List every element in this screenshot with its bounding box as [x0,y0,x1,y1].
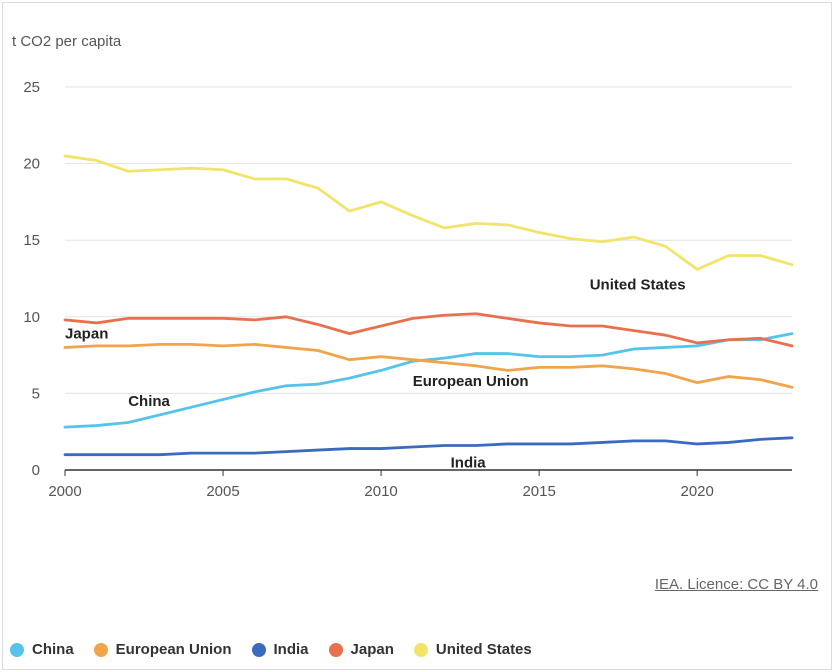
y-tick-label-25: 25 [23,79,40,96]
y-tick-label-15: 15 [23,232,40,249]
legend-item-india[interactable]: India [251,641,309,658]
x-tick-label-2010: 2010 [364,483,397,500]
series-label-china: China [128,393,170,410]
legend-swatch-united-states [413,642,428,657]
legend-swatch-japan [328,642,343,657]
legend-item-china[interactable]: China [10,641,74,658]
y-tick-label-5: 5 [32,385,40,402]
series-label-european-union: European Union [413,373,529,390]
legend-item-european-union[interactable]: European Union [93,641,232,658]
x-tick-label-2020: 2020 [680,483,713,500]
legend: China European Union India Japan United … [10,641,532,658]
series-label-india: India [451,454,487,471]
legend-swatch-china [10,642,24,657]
series-line-european-union [63,342,794,389]
y-tick-label-10: 10 [23,309,40,326]
x-tick-label-2015: 2015 [522,483,555,500]
legend-label-china: China [32,641,74,658]
legend-swatch-india [251,642,266,657]
legend-item-japan[interactable]: Japan [328,641,394,658]
legend-label-japan: Japan [350,641,394,658]
series-line-united-states [63,154,794,271]
x-tick-label-2005: 2005 [206,483,239,500]
series-label-japan: Japan [65,326,108,343]
series-line-china [63,332,794,429]
legend-swatch-european-union [93,642,108,657]
series-label-united-states: United States [590,277,686,294]
series-line-japan [63,312,794,348]
series-line-india [63,436,794,457]
y-tick-label-20: 20 [23,156,40,173]
legend-item-united-states[interactable]: United States [413,641,532,658]
source-license-link[interactable]: IEA. Licence: CC BY 4.0 [654,576,818,593]
legend-label-india: India [273,641,309,658]
y-axis-title: t CO2 per capita [12,33,122,50]
legend-label-united-states: United States [435,641,532,658]
legend-label-european-union: European Union [115,641,232,658]
y-tick-label-0: 0 [32,462,40,479]
x-tick-label-2000: 2000 [48,483,81,500]
